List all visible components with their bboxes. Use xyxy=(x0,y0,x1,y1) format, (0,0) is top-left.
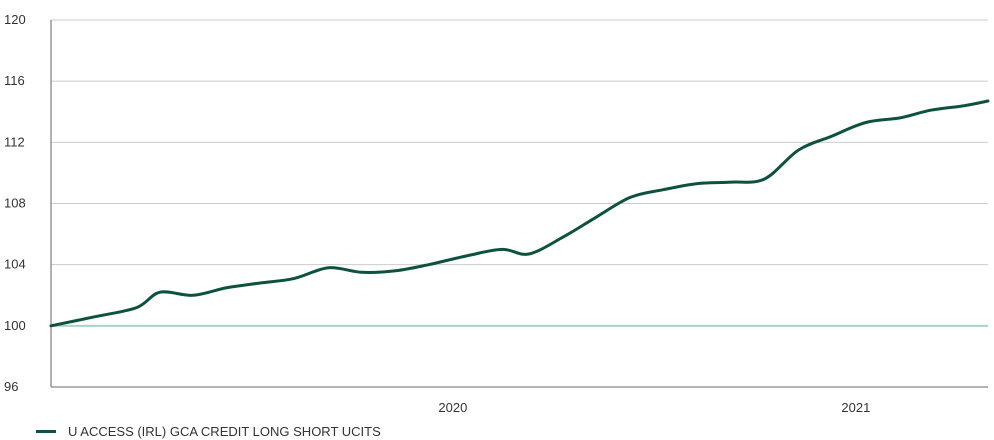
series-line-0 xyxy=(49,99,990,328)
legend-swatch xyxy=(36,430,56,433)
legend-label: U ACCESS (IRL) GCA CREDIT LONG SHORT UCI… xyxy=(68,424,381,439)
grid-lines xyxy=(51,19,988,266)
x-tick-labels: 2020 2021 xyxy=(438,400,870,415)
y-tick-label-112: 112 xyxy=(4,134,25,149)
y-tick-label-104: 104 xyxy=(4,257,26,272)
x-tick-label-2020: 2020 xyxy=(438,400,467,415)
line-chart: 96 100 104 108 112 116 120 2020 2021 xyxy=(4,12,990,415)
y-tick-label-116: 116 xyxy=(4,73,25,88)
y-tick-label-120: 120 xyxy=(4,12,26,27)
x-tick-label-2021: 2021 xyxy=(841,400,870,415)
y-tick-labels: 96 100 104 108 112 116 120 xyxy=(4,12,26,394)
y-tick-label-108: 108 xyxy=(4,196,26,211)
legend: U ACCESS (IRL) GCA CREDIT LONG SHORT UCI… xyxy=(36,424,381,439)
y-tick-label-96: 96 xyxy=(4,379,18,394)
y-tick-label-100: 100 xyxy=(4,318,26,333)
series-layer xyxy=(49,99,990,328)
